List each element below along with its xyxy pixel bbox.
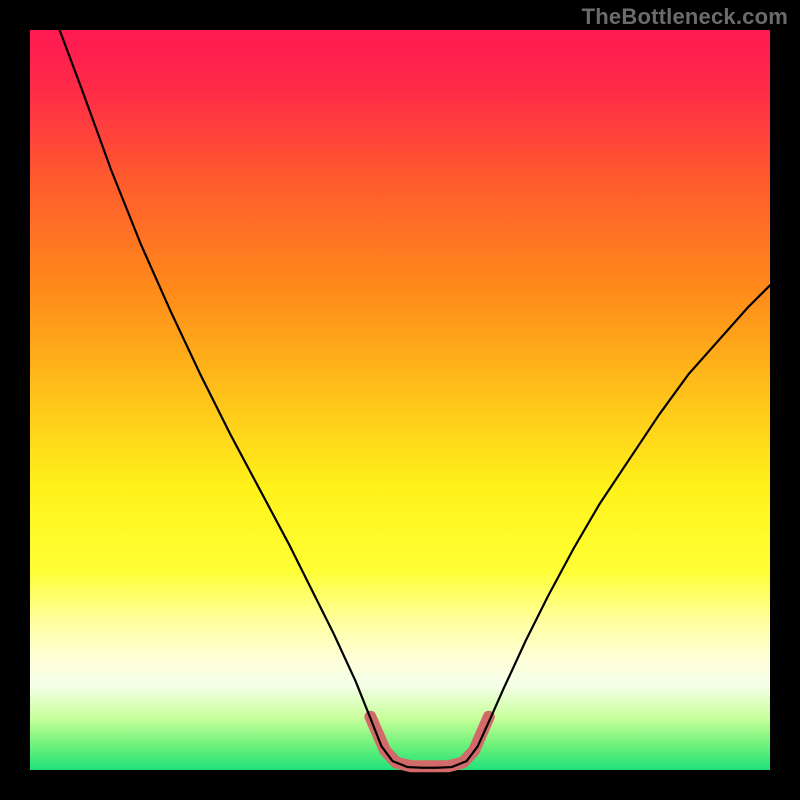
watermark-text: TheBottleneck.com [582,4,788,30]
plot-background [30,30,770,770]
bottleneck-curve-chart [0,0,800,800]
chart-frame: TheBottleneck.com [0,0,800,800]
